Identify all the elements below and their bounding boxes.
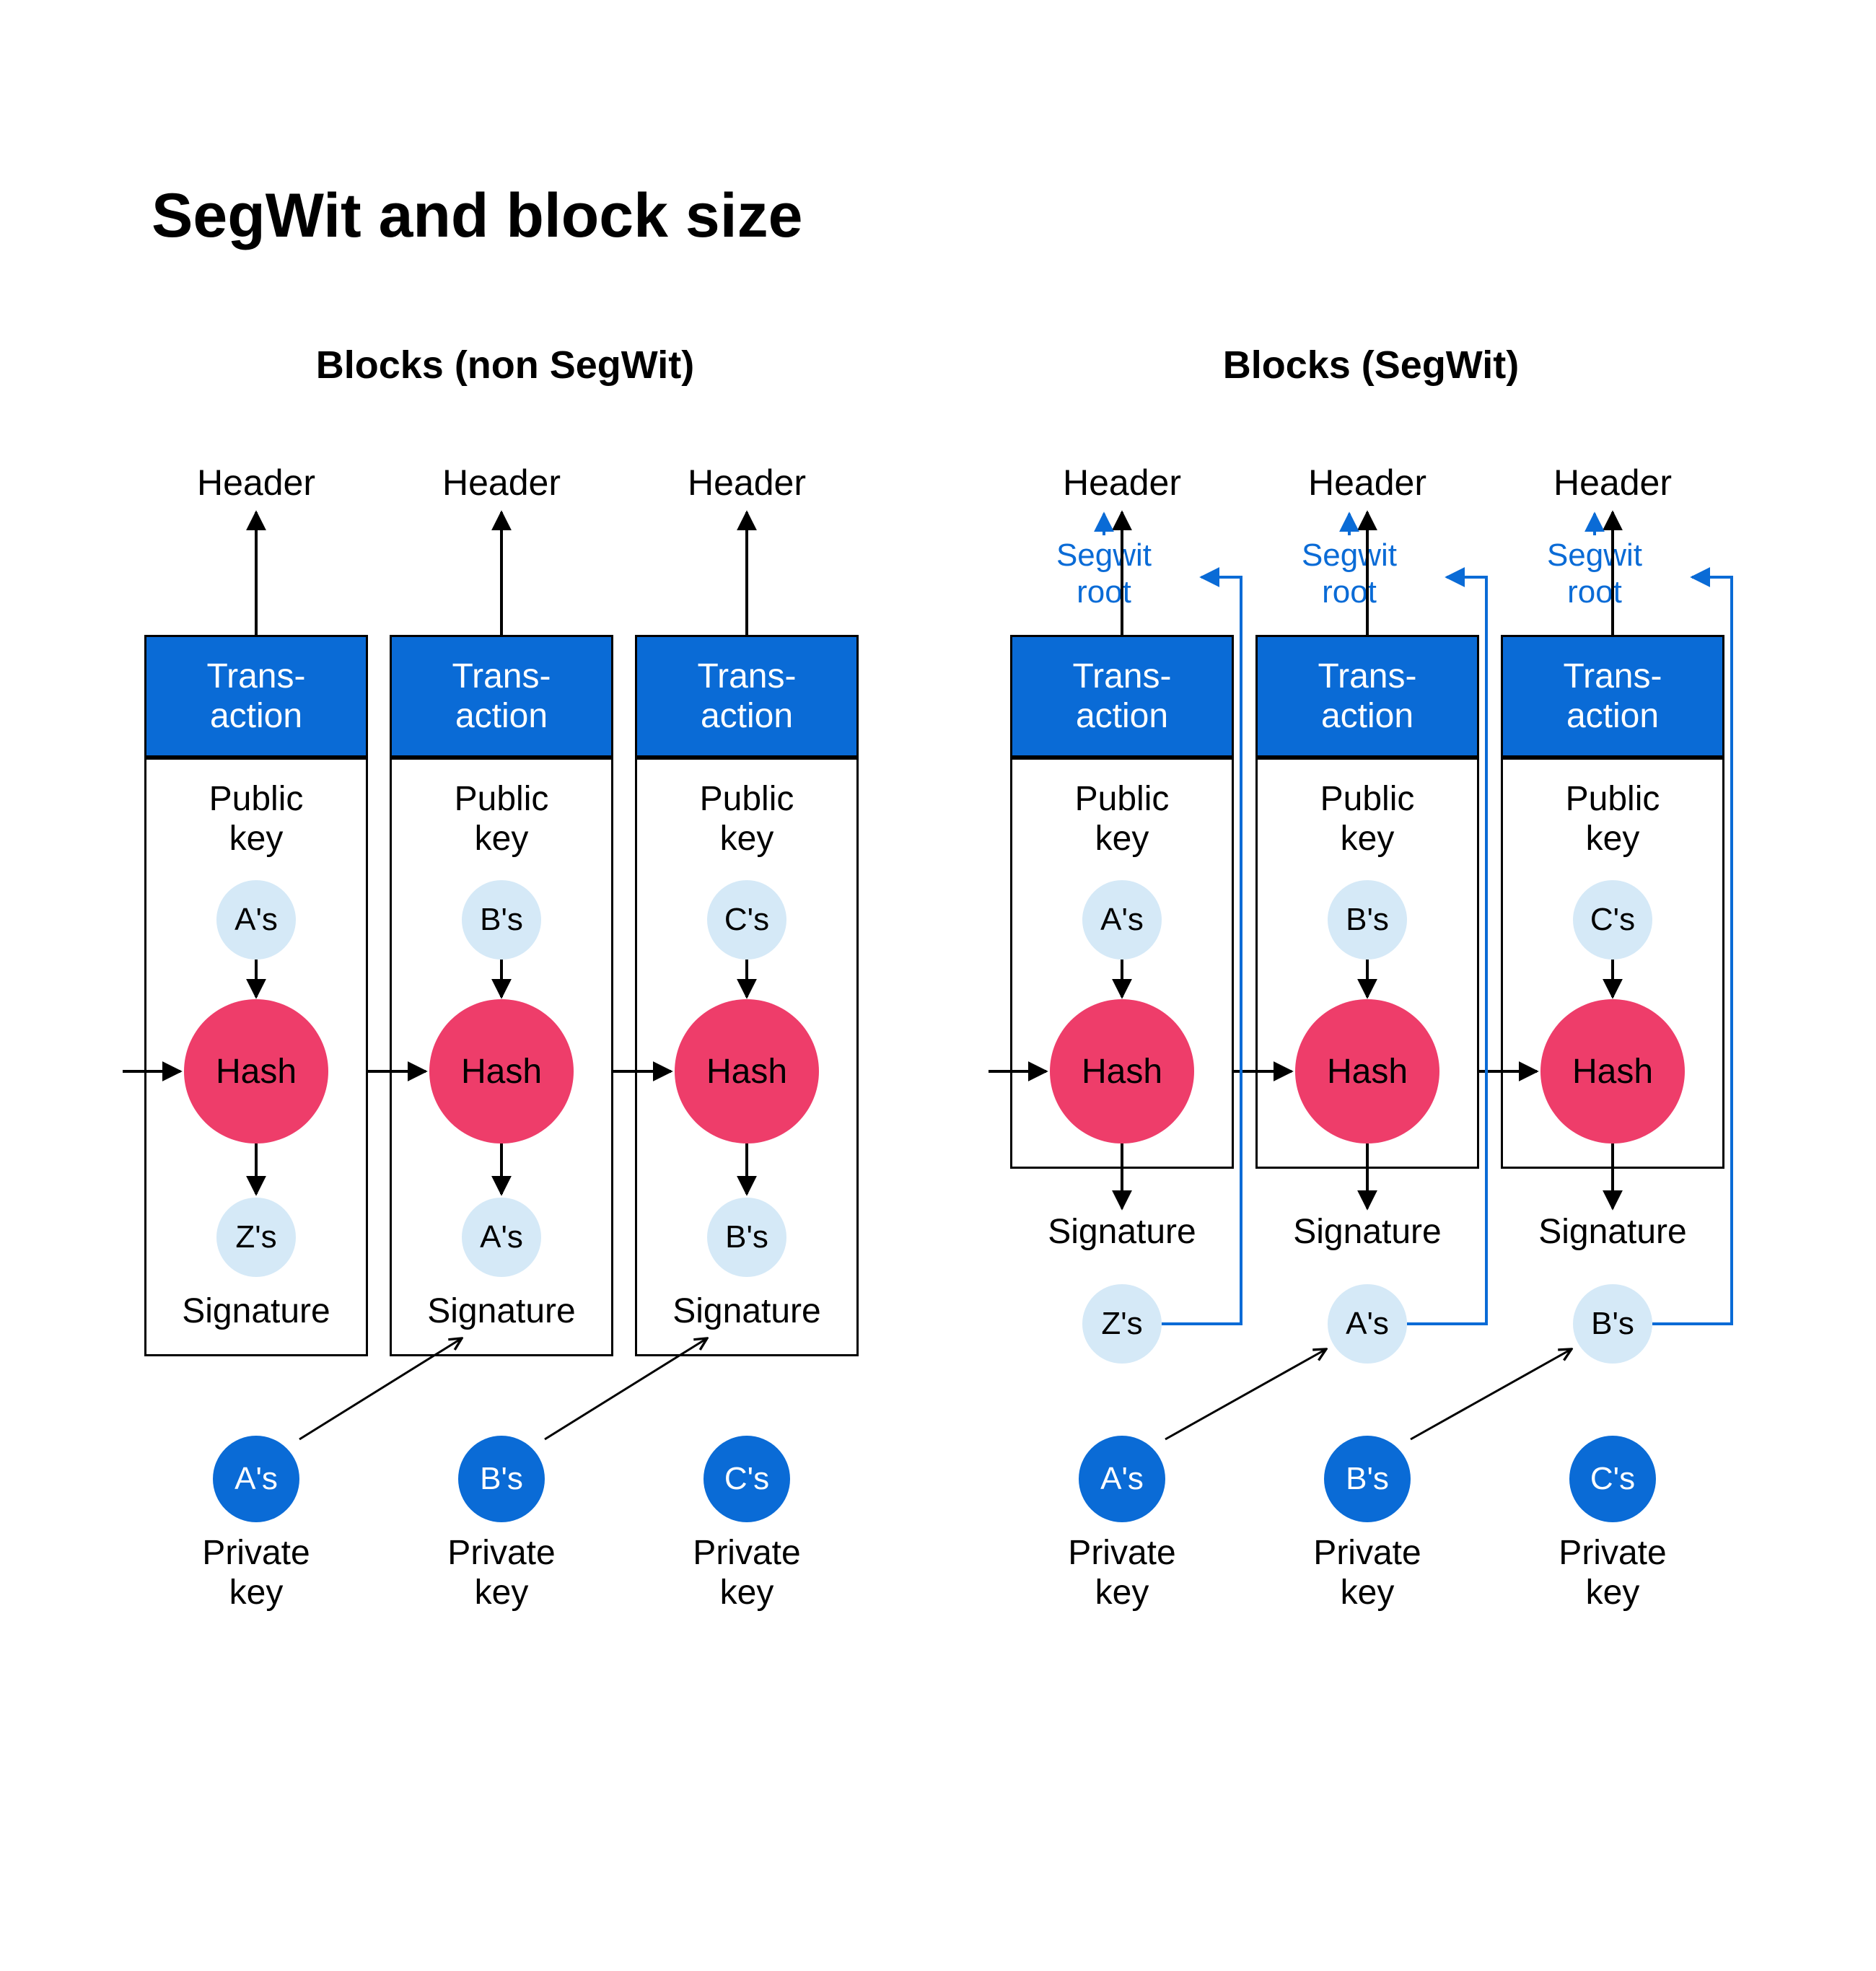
signature-label: Signature — [1501, 1212, 1724, 1252]
transaction-header: Trans- action — [1255, 635, 1479, 758]
transaction-header: Trans- action — [144, 635, 368, 758]
hash-circle: Hash — [184, 999, 328, 1143]
hash-circle: Hash — [429, 999, 574, 1143]
owner-circle: A's — [216, 880, 296, 960]
public-key-label: Public key — [144, 779, 368, 859]
signature-label: Signature — [635, 1291, 859, 1331]
header-label: Header — [1010, 462, 1234, 504]
header-label: Header — [1255, 462, 1479, 504]
private-key-label: Private key — [144, 1533, 368, 1612]
owner-circle: B's — [462, 880, 541, 960]
public-key-label: Public key — [1010, 779, 1234, 859]
public-key-label: Public key — [390, 779, 613, 859]
transaction-header: Trans- action — [635, 635, 859, 758]
owner-circle: C's — [1573, 880, 1652, 960]
public-key-label: Public key — [1255, 779, 1479, 859]
hash-circle: Hash — [1540, 999, 1685, 1143]
hash-circle: Hash — [675, 999, 819, 1143]
prev-circle: B's — [707, 1198, 786, 1277]
segwit-root-label: Segwit root — [1010, 537, 1198, 610]
private-key-circle: A's — [1079, 1436, 1165, 1522]
owner-circle: A's — [1082, 880, 1162, 960]
hash-circle: Hash — [1295, 999, 1439, 1143]
header-label: Header — [1501, 462, 1724, 504]
transaction-header: Trans- action — [390, 635, 613, 758]
segwit-root-label: Segwit root — [1255, 537, 1443, 610]
transaction-header: Trans- action — [1010, 635, 1234, 758]
private-key-circle: C's — [1569, 1436, 1656, 1522]
private-key-label: Private key — [1010, 1533, 1234, 1612]
transaction-header: Trans- action — [1501, 635, 1724, 758]
owner-circle: B's — [1328, 880, 1407, 960]
private-key-circle: A's — [213, 1436, 299, 1522]
hash-circle: Hash — [1050, 999, 1194, 1143]
section-title-left: Blocks (non SegWit) — [144, 343, 866, 387]
section-title-right: Blocks (SegWit) — [1010, 343, 1732, 387]
public-key-label: Public key — [635, 779, 859, 859]
private-key-label: Private key — [390, 1533, 613, 1612]
prev-circle: Z's — [1082, 1284, 1162, 1364]
private-key-circle: B's — [458, 1436, 545, 1522]
header-label: Header — [390, 462, 613, 504]
private-key-circle: C's — [704, 1436, 790, 1522]
private-key-circle: B's — [1324, 1436, 1411, 1522]
owner-circle: C's — [707, 880, 786, 960]
prev-circle: A's — [462, 1198, 541, 1277]
segwit-root-label: Segwit root — [1501, 537, 1688, 610]
page-title: SegWit and block size — [152, 180, 802, 252]
prev-circle: A's — [1328, 1284, 1407, 1364]
private-key-label: Private key — [1255, 1533, 1479, 1612]
header-label: Header — [144, 462, 368, 504]
signature-label: Signature — [1255, 1212, 1479, 1252]
signature-label: Signature — [390, 1291, 613, 1331]
prev-circle: Z's — [216, 1198, 296, 1277]
signature-label: Signature — [1010, 1212, 1234, 1252]
prev-circle: B's — [1573, 1284, 1652, 1364]
private-key-label: Private key — [635, 1533, 859, 1612]
signature-label: Signature — [144, 1291, 368, 1331]
private-key-label: Private key — [1501, 1533, 1724, 1612]
public-key-label: Public key — [1501, 779, 1724, 859]
header-label: Header — [635, 462, 859, 504]
